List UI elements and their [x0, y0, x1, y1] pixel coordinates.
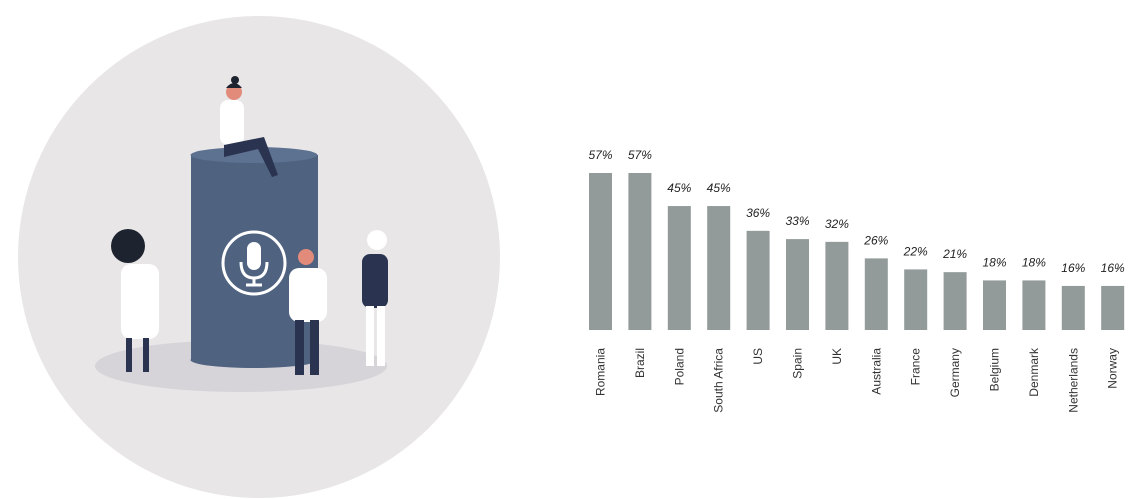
bar-uk	[825, 241, 849, 330]
bar-us	[746, 230, 770, 330]
person-right	[362, 230, 388, 366]
data-label: 18%	[1022, 255, 1046, 269]
bar-netherlands	[1061, 285, 1085, 330]
category-label: Spain	[791, 348, 805, 379]
category-label: Brazil	[633, 348, 647, 378]
bar-belgium	[983, 280, 1006, 330]
bar-australia	[864, 258, 888, 330]
category-label: Australia	[869, 348, 883, 395]
bar-spain	[786, 239, 809, 330]
category-label: Belgium	[988, 348, 1002, 391]
data-label: 22%	[903, 244, 928, 258]
bar-denmark	[1022, 280, 1046, 330]
category-label: Norway	[1106, 348, 1120, 389]
category-label: Denmark	[1027, 347, 1041, 397]
data-label: 45%	[667, 181, 691, 195]
person-middle	[289, 249, 327, 375]
category-label: Romania	[594, 348, 608, 396]
bar-poland	[667, 206, 691, 330]
data-label: 16%	[1101, 261, 1125, 275]
bar-france	[904, 269, 928, 330]
bar-south-africa	[707, 206, 731, 330]
data-label: 32%	[825, 217, 849, 231]
bar-norway	[1101, 285, 1125, 330]
bar-romania	[589, 173, 612, 330]
data-label: 57%	[588, 148, 612, 162]
person-sitting	[220, 76, 278, 177]
person-left	[111, 229, 159, 372]
category-label: Netherlands	[1066, 348, 1080, 413]
category-label: US	[751, 348, 765, 365]
category-label: UK	[830, 348, 844, 365]
data-label: 33%	[785, 214, 809, 228]
voice-assistant-illustration	[18, 16, 500, 498]
data-label: 16%	[1061, 261, 1085, 275]
data-label: 18%	[982, 255, 1006, 269]
data-label: 45%	[707, 181, 731, 195]
data-label: 21%	[942, 247, 967, 261]
category-label: South Africa	[712, 348, 726, 413]
category-label: Poland	[672, 348, 686, 385]
bar-germany	[943, 272, 967, 330]
data-label: 26%	[863, 233, 888, 247]
data-label: 36%	[746, 206, 770, 220]
data-label: 57%	[628, 148, 652, 162]
bar-brazil	[628, 173, 652, 330]
category-label: Germany	[948, 348, 962, 397]
category-label: France	[909, 348, 923, 386]
microphone-icon	[221, 230, 287, 296]
